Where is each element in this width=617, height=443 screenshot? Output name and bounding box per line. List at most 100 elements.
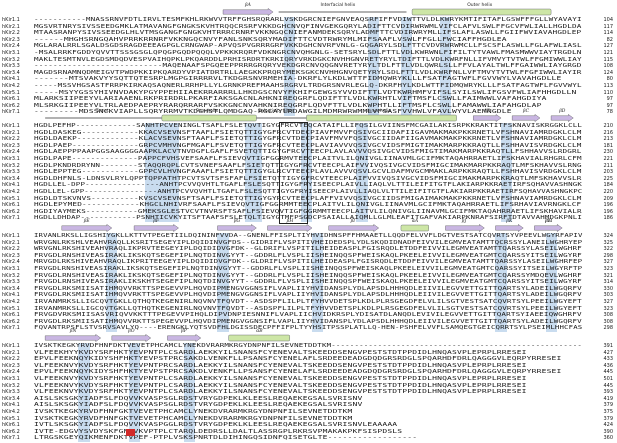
residue-number: 308 [603, 318, 613, 325]
conserved-column-shading [184, 343, 196, 442]
beta-strand-arrow [267, 224, 313, 232]
alignment-row: hKir6.1 IVTLSKSGKYIADFSLFDQVVKVASPGGLRDST… [0, 422, 617, 430]
alignment-row: hKir3.2 VLFEEKNVYKVDYSRFHKTYEVPNTPLCSARDL… [0, 383, 617, 391]
ss-graphics [222, 8, 552, 16]
beta-strand-arrow [328, 224, 380, 232]
residue-number: 330 [603, 285, 613, 292]
channel-name: hKir2.1 [2, 23, 20, 30]
alpha-helix-bar [411, 8, 552, 16]
residue-number: 97 [606, 96, 613, 103]
ss-label: βP [181, 329, 187, 334]
channel-name: hKir6.1 [2, 312, 20, 319]
alignment-row: hKir5.1 IRVANMRKSLLIGCQVTGKLLQTHQTKEGENIR… [0, 306, 617, 314]
alpha-helix-bar [400, 224, 429, 232]
residue-number: 216 [603, 129, 613, 136]
residue-number: 196 [603, 202, 613, 209]
alignment-row: hKir6.2 IVTE-EDGVYSVDYSKFGNTVKVPTPLCTARQL… [0, 429, 617, 437]
residue-number: 82 [606, 36, 613, 43]
channel-name: hKir7.1 [2, 325, 20, 332]
conserved-column-shading [545, 233, 557, 332]
sequence-text: VLFEEKNVYKVDYSRFHKTYEVPNTPLCSARDLAEKKYIL… [34, 382, 527, 389]
alignment-row: hKir7.1 HGDLLDHDAP------------PSNHTICVKYI… [0, 215, 617, 223]
alignment-row: hKir4.1 AISLSKSGKYIADFSLFDQVVKVASPSGLRDST… [0, 402, 617, 410]
beta-strand-arrow [222, 8, 274, 16]
alignment-row: hKir3.2 HGDLPKNDRDRYNN--------STAQQRQPLCV… [0, 163, 617, 171]
channel-name: hKir2.2 [2, 136, 20, 143]
alignment-row: hKir3.4 FRVGDLRKSMIISATIHMQVVRKTTSPEGEVVP… [0, 286, 617, 294]
residue-number: 97 [606, 102, 613, 109]
channel-name: hKir5.1 [2, 305, 20, 312]
sequence-text: AISLSKSGKYIADFSLFDQVVKVASPSGLRDSTVRYGDPE… [34, 402, 363, 409]
channel-name: hKir3.2 [2, 162, 20, 169]
conserved-column-shading [217, 233, 229, 332]
sequence-text: HGDLEPYMED------------KHGCLNHIVRFSAAFLFS… [34, 202, 582, 209]
sequence-text: FRVGDLRNSHIVEASIRAKLIKSKQTSEGEFIPLNQTDIN… [34, 272, 582, 279]
alignment-row: hKir4.2 HGDLLEL-GPP----------------ANHTPC… [0, 189, 617, 197]
conserved-column-shading [128, 343, 140, 442]
sequence-text: HGDLDAEKP-------------KLACVSEVNSFTAAFLFS… [34, 136, 582, 143]
channel-name: hKir6.2 [2, 428, 20, 435]
ss-label: βM [545, 219, 553, 224]
residue-number: 210 [603, 123, 613, 129]
channel-name: hKir2.4 [2, 259, 20, 266]
sequence-text: HGDLPAEP--------------GRPCVMHVNGFMGAFLFS… [34, 142, 582, 149]
secondary-structure-track: βE βF βG βH βI αA βJ βK βL βM [0, 219, 617, 234]
sequence-text: WRVGNLRKSHLVEAHVRAQLLKSRITSEGEYIPLDQIDIN… [34, 239, 583, 246]
sequence-text: -----MSSVHGSASTFRRPKIRKAQSAQNERLRRHPLLYL… [34, 83, 582, 89]
alignment-row: hKir3.3 VLFEEKNVYKVDYSRFHKTYEVPNTPLCSARDL… [0, 389, 617, 397]
ss-label: βF [153, 219, 160, 224]
sequence-text: AISLSKSGKYIADFSLFDQVVKVASPSGLRDSTVRYGDPE… [34, 395, 363, 402]
ss-label: βA [245, 3, 251, 8]
ss-label: βE [83, 219, 90, 224]
alignment-row: hKir6.2 HGDIYAYMEKS-----------GMEKSGLESTV… [0, 209, 617, 217]
alignment-row: hKir4.1 -------MTSVAKVYYSQTTQTESRPLMGPGIR… [0, 76, 617, 84]
residue-number: 327 [603, 299, 613, 305]
alignment-row: hKir6.2 MLSRKGIIPEEYVLTRLAEDPAEPRYRARQRRA… [0, 103, 617, 111]
sequence-text: HGDLAEPPPPAAPGGSAAGGGGAAPKLACVTNVDGFLGAF… [34, 149, 582, 156]
residue-number: 203 [603, 169, 613, 176]
ss-label: βO [128, 329, 135, 334]
sequence-text: FRVGDLRKSMIISATIHMQVVRKTTSPEGEVVPLHQVDIP… [34, 285, 582, 292]
alignment-row: hKir2.3 FRVGDLRNSHIVEASIRAKLIKSKQTSEGEFIP… [0, 253, 617, 261]
channel-name: hKir5.1 [2, 195, 20, 202]
channel-name: hKir3.3 [2, 389, 20, 396]
channel-name: hKir3.2 [2, 272, 20, 279]
channel-name: hKir6.1 [2, 202, 20, 209]
ss-label: Outer helix [467, 3, 493, 8]
secondary-structure-track: βA Interfacial helix Outer helix [0, 3, 617, 18]
alignment-row: hKir2.2 WRVGNLRKSHIVEAHVRAQLIKPRVTEEGEYIP… [0, 246, 617, 254]
residue-number: 323 [603, 305, 613, 312]
residue-number: 110 [603, 89, 613, 96]
channel-name: hKir4.1 [2, 402, 20, 409]
residue-number: 433 [603, 356, 613, 363]
channel-name: hKir3.3 [2, 63, 20, 70]
sequence-text: IVTLSKSGKYIADFSLFDQVVKVASPGGLRDSTVRYGDPE… [34, 422, 398, 429]
sequence-text: MGLARALRRLSGALDSGDSRAGDEEEAGPGLCRNGWAP-A… [34, 43, 582, 50]
channel-name: hKir5.1 [2, 89, 20, 96]
sequence-text: HGDLLEL-GPP----------------ANHTPCVVQVHTL… [34, 189, 583, 195]
channel-name: hKir1.1 [2, 233, 20, 239]
alignment-row: hKir5.1 -----MSYYGSSYHIVNVDAKYPGYPPEHIIAE… [0, 90, 617, 98]
alignment-row: hKir2.3 VLFEEKNVYKVDYSRFHKTYEVPNTPRCSARDL… [0, 363, 617, 371]
channel-name: hKir6.2 [2, 102, 20, 109]
residue-number: 220 [603, 189, 613, 195]
alignment-row: hKir3.4 AISLSKSGKYIADFSLFDQVVKVASPSGLRDST… [0, 396, 617, 404]
channel-name: hKir3.1 [2, 266, 20, 272]
secondary-structure-track: βN βO βP αB [0, 329, 617, 344]
ss-graphics [44, 334, 290, 342]
sequence-text: FRVGDLRKSMIISATIHMQVVRKTTSPEGEVVPLHQVDIP… [34, 318, 582, 325]
channel-name: hKir2.1 [2, 129, 20, 136]
sequence-text: LTRGSKGEYQIKMENFDKTVPEF-PTPLVSKSPNRTDLDI… [34, 435, 418, 442]
conserved-column-shading [245, 123, 262, 222]
conserved-column-shading [106, 233, 118, 332]
alignment-row: hKir3.1 FRVGDLRNSHIVEASIRAKLIKSKQTSEGEFIP… [0, 266, 617, 274]
ss-label: αA [411, 219, 419, 224]
residue-number: 445 [603, 369, 613, 376]
sequence-text: VLFEEKNVYKVDYSRFHKTYEVPNTPLCSARDLAEKKYIL… [34, 389, 527, 396]
alignment-row: hKir3.1 VLFEEKNVYKVDYSRFHKTYEVPNTPLCSARDL… [0, 376, 617, 384]
beta-strand-arrow [133, 224, 179, 232]
residue-number: 196 [603, 208, 613, 215]
sequence-text: EPVLFEEKNQYKIDYSHFHKTYEVPSTPRCSAKDLVENKF… [34, 356, 562, 363]
alignment-row: hKir4.2 -----MSSVHGSASTFRRPKIRKAQSAQNERLR… [0, 83, 617, 91]
beta-strand-arrow [550, 114, 574, 122]
